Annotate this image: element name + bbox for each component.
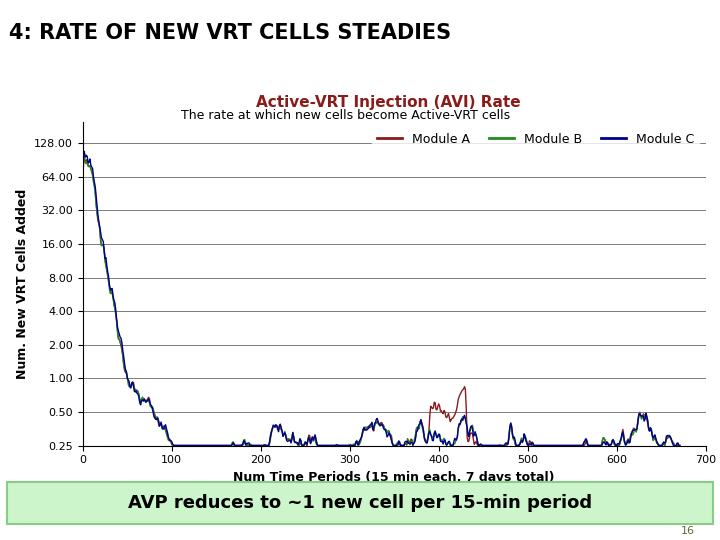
- Text: Active-VRT Injection (AVI) Rate: Active-VRT Injection (AVI) Rate: [256, 95, 521, 110]
- Module A: [169, 442, 178, 449]
- Module B: [675, 442, 684, 449]
- Module C: [583, 441, 592, 447]
- X-axis label: Num Time Periods (15 min each, 7 days total): Num Time Periods (15 min each, 7 days to…: [233, 471, 555, 484]
- Module C: [240, 437, 248, 444]
- Text: The rate at which new cells become Active-VRT cells: The rate at which new cells become Activ…: [181, 109, 510, 122]
- Text: 4: RATE OF NEW VRT CELLS STEADIES: 4: RATE OF NEW VRT CELLS STEADIES: [9, 23, 451, 43]
- Module B: [78, 184, 87, 190]
- Module C: [78, 184, 87, 191]
- Module C: [177, 442, 186, 449]
- Module A: [675, 442, 684, 449]
- Module C: [79, 148, 88, 154]
- Module B: [275, 424, 284, 430]
- Module C: [169, 442, 178, 449]
- Module A: [79, 151, 88, 157]
- Text: 16: 16: [681, 525, 695, 536]
- Module A: [583, 438, 592, 445]
- Module A: [275, 422, 284, 428]
- Module C: [675, 442, 684, 449]
- Line: Module A: Module A: [83, 154, 680, 446]
- Text: AVP reduces to ~1 new cell per 15-min period: AVP reduces to ~1 new cell per 15-min pe…: [128, 494, 592, 512]
- Legend: Module A, Module B, Module C: Module A, Module B, Module C: [372, 128, 699, 151]
- Module A: [78, 183, 87, 190]
- Module B: [177, 442, 186, 449]
- Module B: [240, 436, 248, 443]
- Module B: [96, 234, 105, 241]
- Module B: [621, 441, 630, 448]
- Line: Module C: Module C: [83, 151, 680, 446]
- Y-axis label: Num. New VRT Cells Added: Num. New VRT Cells Added: [16, 188, 29, 379]
- FancyBboxPatch shape: [7, 482, 713, 524]
- Module B: [583, 441, 592, 447]
- Module A: [96, 238, 105, 244]
- Module C: [96, 229, 105, 235]
- Module A: [177, 442, 186, 449]
- Line: Module B: Module B: [83, 155, 680, 446]
- Module B: [79, 152, 88, 158]
- Module B: [169, 442, 178, 449]
- Module A: [240, 439, 248, 446]
- Module C: [621, 442, 630, 448]
- Module C: [275, 423, 284, 429]
- Module A: [621, 441, 630, 447]
